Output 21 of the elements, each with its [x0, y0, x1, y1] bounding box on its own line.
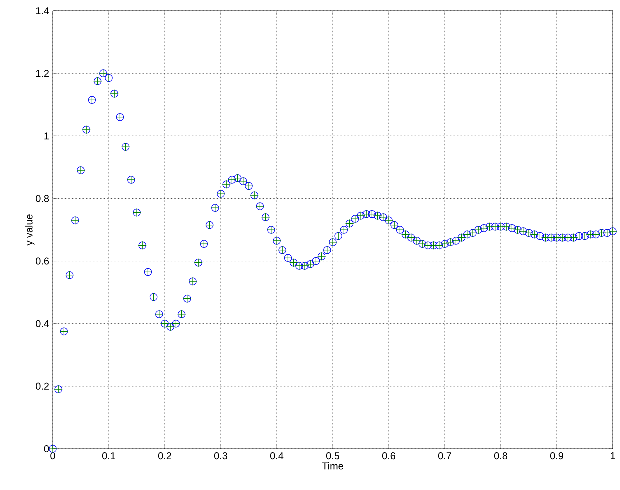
- y-tick-label: 1: [44, 132, 49, 140]
- y-tick-label: 1.2: [36, 70, 49, 78]
- y-axis-title: y value: [25, 214, 35, 246]
- x-tick-label: 0.2: [158, 452, 172, 460]
- x-tick-label: 0.3: [214, 452, 228, 460]
- x-tick-label: 0.1: [102, 452, 116, 460]
- y-tick-label: 0.6: [36, 258, 50, 265]
- x-tick-label: 0.6: [382, 452, 396, 460]
- y-tick-label: 0.8: [36, 195, 50, 202]
- x-tick-label: 0.4: [270, 452, 284, 460]
- y-tick-label: 0: [44, 445, 50, 453]
- x-axis-title: Time: [322, 462, 344, 470]
- x-tick-label: 0.9: [550, 452, 564, 460]
- y-tick-label: 0.2: [36, 382, 49, 390]
- x-tick-label: 0.7: [438, 452, 452, 460]
- y-tick-label: 1.4: [36, 8, 50, 14]
- x-tick-label: 1: [611, 452, 616, 460]
- x-tick-label: 0: [50, 452, 56, 460]
- x-tick-label: 0.5: [326, 452, 340, 460]
- y-tick-label: 0.4: [36, 320, 50, 328]
- x-tick-label: 0.8: [494, 452, 508, 460]
